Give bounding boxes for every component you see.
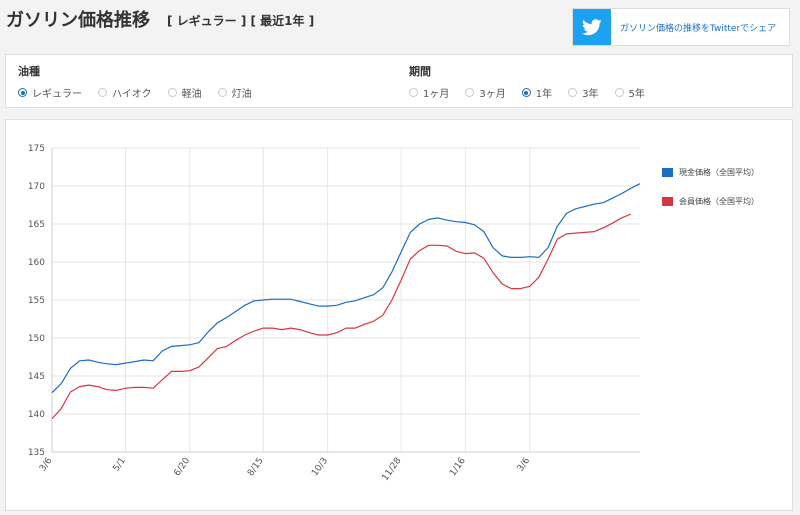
fuel-option-label: 軽油 [181, 89, 202, 100]
period-option-label: 1年 [535, 89, 553, 100]
twitter-bird-icon [573, 9, 611, 45]
page-header: ガソリン価格推移 [ レギュラー ] [ 最近1年 ] ガソリン価格の推移をTw… [0, 0, 800, 50]
page-title: ガソリン価格推移 [6, 10, 150, 31]
x-tick-label: 1/16 [448, 456, 468, 479]
price-trend-chart: 135 140 145 150 155 160 165 170 175 3/6 5/1 6/20 8/1… [28, 144, 641, 483]
fuel-radio-kerosene[interactable] [217, 88, 227, 97]
period-radio-3year[interactable] [568, 88, 578, 97]
period-option-label: 3年 [582, 89, 599, 100]
period-option-1year[interactable]: 1年 [521, 85, 553, 100]
fuel-option-kerosene[interactable]: 灯油 [217, 85, 252, 100]
filter-panel: 油種 レギュラー ハイオク 軽油 灯油 期間 1ヶ月 3ヶ月 1 [5, 54, 793, 108]
period-option-label: 1ヶ月 [423, 89, 450, 100]
fuel-option-label: レギュラー [32, 89, 82, 100]
period-radio-1month[interactable] [409, 88, 418, 97]
period-option-3month[interactable]: 3ヶ月 [465, 85, 506, 100]
legend-swatch-member [662, 197, 673, 206]
y-tick-label: 155 [28, 296, 45, 306]
y-tick-label: 175 [28, 144, 45, 154]
y-tick-label: 135 [28, 448, 45, 458]
x-tick-label: 11/28 [381, 456, 404, 483]
x-tick-label: 8/15 [246, 456, 266, 478]
y-tick-label: 150 [28, 334, 45, 344]
y-tick-label: 145 [28, 372, 45, 382]
y-tick-label: 170 [28, 182, 45, 192]
fuel-radio-regular[interactable] [18, 88, 27, 97]
period-option-5year[interactable]: 5年 [614, 85, 645, 100]
period-option-label: 5年 [628, 89, 645, 100]
page-subtitle: [ レギュラー ] [ 最近1年 ] [167, 14, 315, 28]
x-tick-label: 6/20 [172, 456, 192, 479]
fuel-option-label: ハイオク [112, 89, 152, 100]
x-tick-label: 5/1 [111, 456, 127, 474]
fuel-option-regular[interactable]: レギュラー [18, 85, 82, 100]
x-tick-label: 3/6 [516, 456, 533, 474]
period-option-1month[interactable]: 1ヶ月 [409, 85, 449, 100]
fuel-type-title: 油種 [18, 65, 40, 78]
series-line-cash [51, 183, 641, 394]
legend-label-member: 会員価格（全国平均） [679, 197, 759, 206]
x-tick-label: 10/3 [310, 456, 330, 478]
fuel-radio-diesel[interactable] [167, 88, 177, 97]
fuel-option-highoctane[interactable]: ハイオク [98, 85, 152, 100]
period-radio-5year[interactable] [614, 88, 624, 97]
chart-panel: 135 140 145 150 155 160 165 170 175 3/6 5/1 6/20 8/1… [5, 119, 793, 511]
fuel-option-diesel[interactable]: 軽油 [167, 85, 202, 100]
x-tick-label: 3/6 [38, 456, 55, 474]
chart-legend: 現金価格（全国平均） 会員価格（全国平均） [662, 167, 759, 225]
period-option-label: 3ヶ月 [479, 89, 506, 100]
legend-item-member[interactable]: 会員価格（全国平均） [662, 196, 759, 207]
legend-swatch-cash [662, 168, 673, 177]
legend-label-cash: 現金価格（全国平均） [679, 168, 759, 177]
period-radio-1year[interactable] [521, 88, 531, 97]
period-options: 1ヶ月 3ヶ月 1年 3年 5年 [409, 85, 661, 100]
y-tick-label: 165 [28, 220, 45, 230]
y-tick-label: 140 [28, 410, 45, 420]
fuel-option-label: 灯油 [231, 89, 252, 100]
twitter-share-label: ガソリン価格の推移をTwitterでシェア [620, 23, 777, 34]
twitter-share-button[interactable]: ガソリン価格の推移をTwitterでシェア [572, 8, 790, 46]
period-title: 期間 [409, 65, 431, 78]
legend-item-cash[interactable]: 現金価格（全国平均） [662, 167, 759, 178]
period-radio-3month[interactable] [465, 88, 475, 97]
y-tick-label: 160 [28, 258, 45, 268]
fuel-radio-highoctane[interactable] [98, 88, 107, 97]
period-option-3year[interactable]: 3年 [568, 85, 599, 100]
series-line-member [51, 213, 632, 420]
fuel-type-options: レギュラー ハイオク 軽油 灯油 [18, 85, 268, 100]
